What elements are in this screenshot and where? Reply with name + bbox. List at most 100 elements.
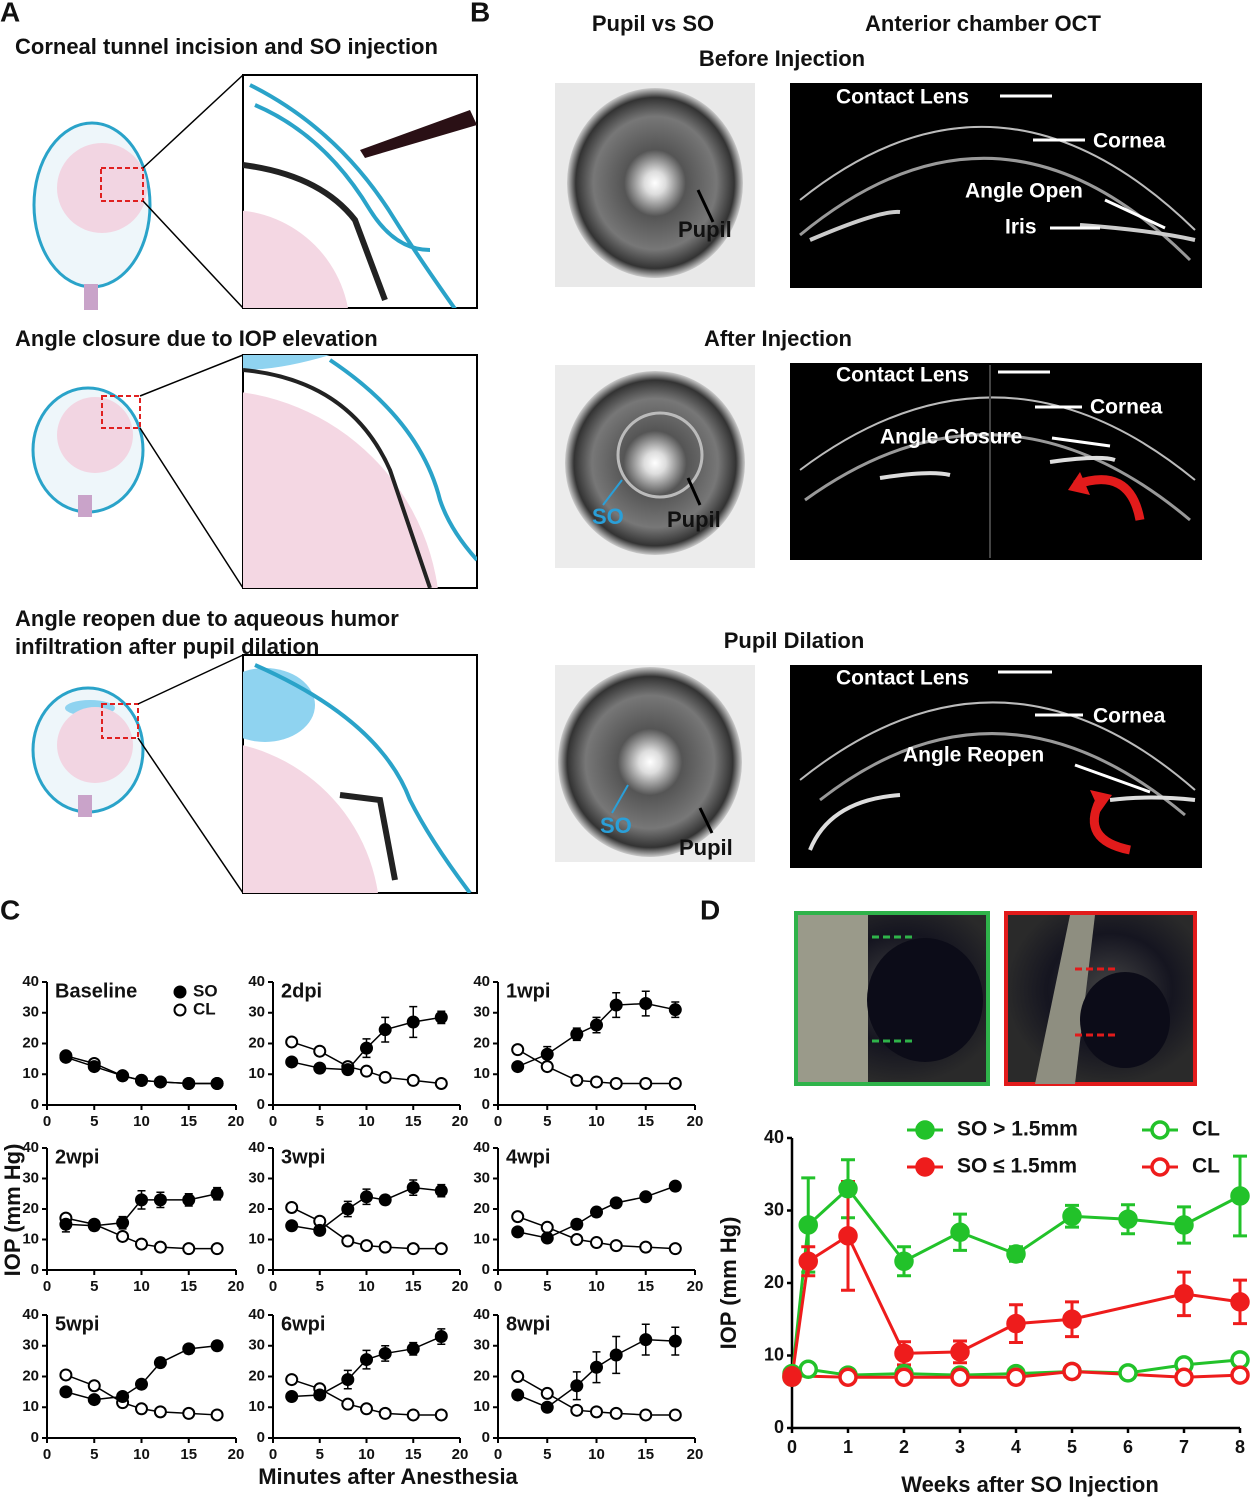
marker [668,1179,682,1193]
marker [182,1406,196,1420]
marker [341,1234,355,1248]
zoom-line [137,654,244,705]
marker [798,1215,818,1235]
marker [116,1216,130,1230]
x-tick-label: 0 [43,1113,51,1130]
oct-label: Iris [1005,216,1037,239]
marker [609,1196,623,1210]
y-tick-label: 30 [473,1169,490,1186]
marker [406,1242,420,1256]
y-tick-label: 20 [22,1367,39,1384]
legend-label: SO [193,981,218,1000]
x-tick-label: 5 [543,1278,551,1295]
chart-title: 2wpi [55,1146,99,1168]
marker [950,1342,970,1362]
marker [570,1027,584,1041]
marker [1062,1361,1082,1382]
marker [182,1242,196,1256]
y-axis-label: IOP (mm Hg) [716,1217,741,1350]
oct-label: Cornea [1093,705,1166,728]
y-tick-label: 30 [473,1337,490,1354]
marker [511,1370,525,1383]
y-tick-label: 10 [473,1065,490,1082]
x-tick-label: 20 [687,1278,704,1295]
marker [210,1187,224,1201]
marker [153,1193,167,1207]
aqueous [243,668,315,742]
flow-arrow-head [1068,472,1090,495]
arrow [698,807,714,834]
y-tick-label: 40 [248,1139,265,1156]
marker [378,1193,392,1207]
marker [378,1070,392,1084]
ruler-photo [794,911,990,1086]
marker [590,1405,603,1419]
panel-letter: A [0,0,20,27]
marker [378,1023,392,1037]
marker [838,1179,858,1199]
marker [87,1060,101,1074]
marker [313,1044,327,1058]
marker [285,1373,299,1387]
ruler-photo [1004,911,1197,1086]
x-tick-label: 0 [787,1437,797,1457]
x-tick-label: 0 [494,1113,502,1130]
oct-label: Contact Lens [836,364,969,387]
oct-image [790,363,1202,560]
x-tick-label: 7 [1179,1437,1189,1457]
y-tick-label: 0 [257,1429,265,1446]
y-tick-label: 40 [473,1306,490,1323]
ruler [1035,915,1095,1084]
y-tick-label: 20 [248,1034,265,1051]
x-tick-label: 10 [358,1278,375,1295]
cornea [328,358,477,562]
zoom-line [139,354,244,397]
marker [511,1388,525,1402]
x-tick-label: 5 [1067,1437,1077,1457]
y-tick-label: 10 [248,1230,265,1247]
y-tick-label: 20 [22,1034,39,1051]
marker [59,1217,73,1231]
y-tick-label: 10 [248,1065,265,1082]
arrow [1051,436,1111,448]
marker [378,1346,392,1360]
x-tick-label: 0 [269,1446,277,1463]
panel-letter: C [0,894,20,925]
optic-nerve [84,284,98,310]
y-tick-label: 0 [774,1417,784,1437]
marker [182,1076,196,1090]
eye-diagram [32,74,478,310]
chart-title: 3wpi [281,1146,325,1168]
y-tick-label: 30 [248,1337,265,1354]
cornea [249,83,457,308]
marker [313,1061,327,1075]
marker [59,1385,73,1399]
chart-title: 8wpi [506,1313,550,1335]
y-tick-label: 30 [22,1337,39,1354]
y-tick-label: 20 [764,1272,784,1292]
x-tick-label: 0 [43,1446,51,1463]
so-label: SO [592,504,624,529]
x-tick-label: 20 [687,1113,704,1130]
legend-label: SO ≤ 1.5mm [957,1155,1077,1178]
oct-layer [804,433,1191,522]
x-tick-label: 10 [358,1113,375,1130]
lens [243,745,378,893]
marker [590,1236,603,1250]
optic-nerve [78,495,92,517]
y-tick-label: 40 [248,973,265,990]
y-tick-label: 40 [764,1127,784,1147]
y-tick-label: 10 [473,1398,490,1415]
marker [360,1064,373,1078]
marker [59,1050,73,1064]
step-title: Angle closure due to IOP elevation [15,326,378,351]
x-tick-label: 20 [228,1446,245,1463]
marker [313,1388,327,1402]
arrow [686,477,702,506]
y-tick-label: 30 [22,1169,39,1186]
arrow [696,189,715,223]
marker [590,1205,603,1219]
y-tick-label: 20 [248,1200,265,1217]
cornea [254,103,431,252]
marker [360,1402,373,1416]
